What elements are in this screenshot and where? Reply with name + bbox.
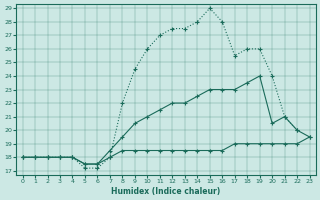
X-axis label: Humidex (Indice chaleur): Humidex (Indice chaleur) <box>111 187 221 196</box>
